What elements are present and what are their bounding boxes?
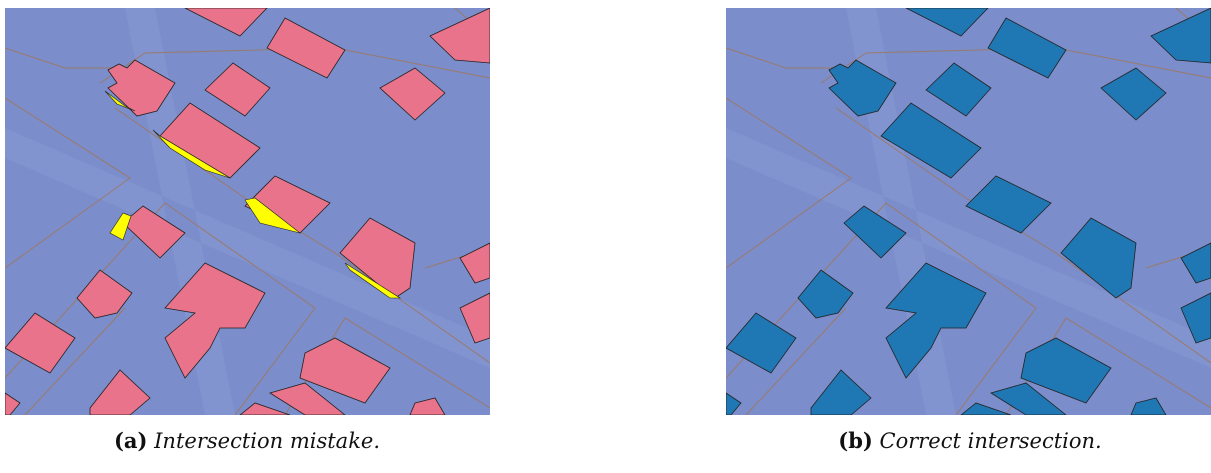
map-image-b [726,8,1211,415]
caption-b: (b) Correct intersection. [838,428,1101,453]
caption-label: (b) [838,428,873,453]
map-image-a [5,8,490,415]
caption-text: Correct intersection. [880,429,1102,453]
caption-text: Intersection mistake. [154,429,380,453]
page: (a) Intersection mistake. (b) Correct in… [0,0,1211,473]
caption-a: (a) Intersection mistake. [114,428,380,453]
caption-label: (a) [114,428,147,453]
